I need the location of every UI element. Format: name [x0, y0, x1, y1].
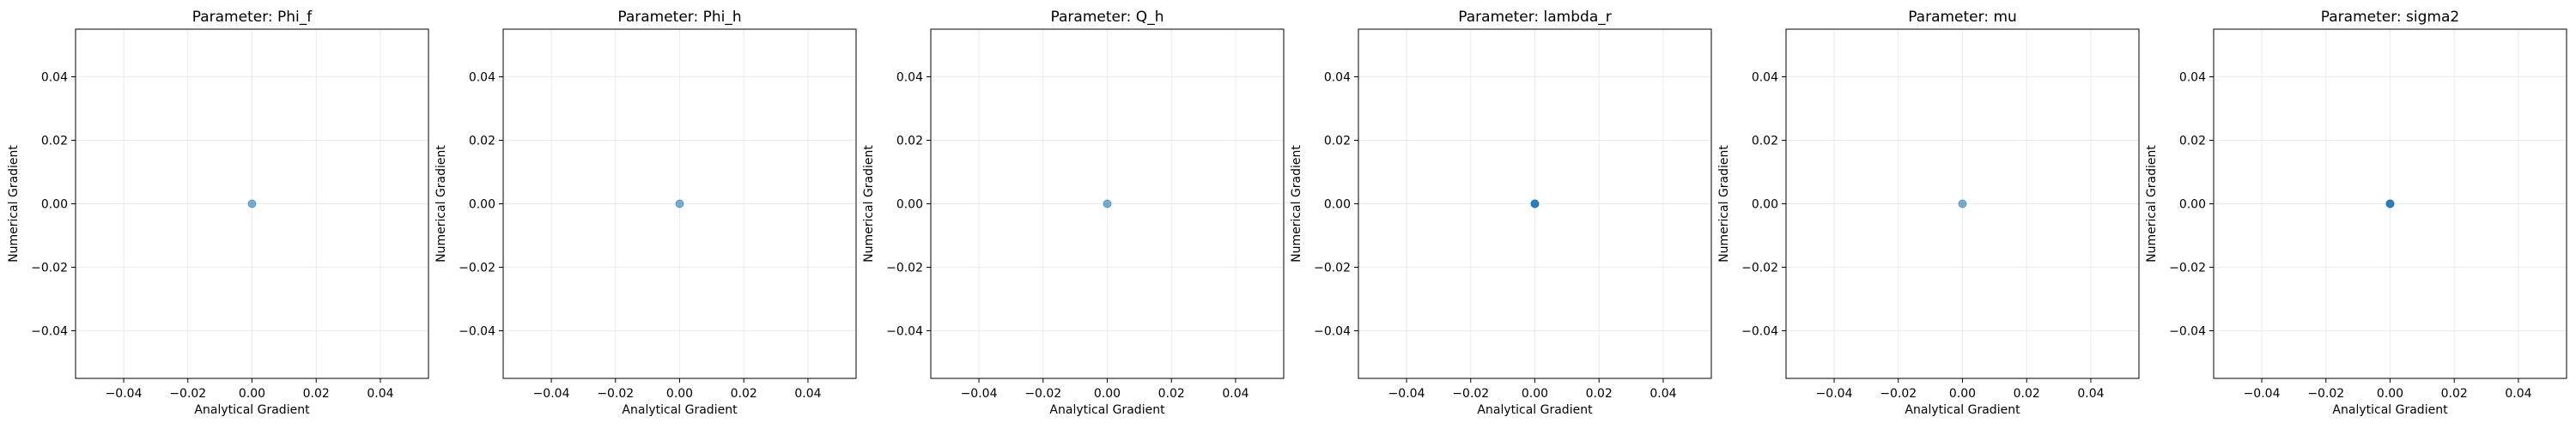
- subplot-title: Parameter: Q_h: [1051, 9, 1164, 26]
- subplot-title: Parameter: lambda_r: [1458, 9, 1611, 26]
- x-axis-label: Analytical Gradient: [2332, 403, 2448, 417]
- subplot-1: −0.04 −0.02 0.00 0.02 0.04 −0.04 −0.02 0.00 0.02…: [7, 9, 429, 417]
- y-tick-label: 0.02: [1752, 135, 1778, 148]
- subplot-title: Parameter: sigma2: [2321, 9, 2459, 26]
- y-tick-label: 0.02: [896, 135, 923, 148]
- x-tick-label: 0.04: [794, 387, 821, 401]
- x-tick-label: −0.04: [961, 387, 998, 401]
- y-tick-label: 0.00: [1324, 198, 1351, 212]
- x-tick-label: −0.02: [1880, 387, 1917, 401]
- data-point: [675, 199, 684, 208]
- y-tick-label: 0.04: [896, 71, 923, 85]
- axes-frame: [2213, 28, 2567, 379]
- y-tick-label: 0.02: [1324, 135, 1351, 148]
- y-tick-label: −0.04: [1314, 325, 1351, 339]
- subplot-2: −0.04 −0.02 0.00 0.02 0.04 −0.04 −0.02 0.00 0.02…: [434, 9, 857, 417]
- y-tick-label: 0.04: [2179, 71, 2206, 85]
- x-tick-label: 0.00: [1949, 387, 1976, 401]
- x-tick-label: 0.00: [1094, 387, 1121, 401]
- y-tick-label: 0.04: [1752, 71, 1778, 85]
- y-tick-label: 0.00: [896, 198, 923, 212]
- data-point: [2385, 199, 2395, 208]
- x-tick-label: −0.02: [1024, 387, 1061, 401]
- y-tick-label: 0.04: [469, 71, 495, 85]
- x-tick-label: 0.02: [731, 387, 757, 401]
- y-tick-label: 0.02: [469, 135, 495, 148]
- x-tick-label: 0.00: [666, 387, 693, 401]
- axes-frame: [75, 28, 429, 379]
- x-tick-label: −0.04: [533, 387, 570, 401]
- y-tick-label: −0.04: [31, 325, 68, 339]
- subplot-4: −0.04 −0.02 0.00 0.02 0.04 −0.04 −0.02 0.00 0.02…: [1290, 9, 1712, 417]
- y-axis-label: Numerical Gradient: [2145, 145, 2159, 263]
- data-point: [1103, 199, 1112, 208]
- y-tick-label: 0.02: [2179, 135, 2206, 148]
- y-axis-label: Numerical Gradient: [7, 145, 21, 263]
- x-tick-label: −0.02: [1452, 387, 1489, 401]
- y-axis-label: Numerical Gradient: [434, 145, 448, 263]
- x-tick-label: 0.02: [1158, 387, 1185, 401]
- subplot-3: −0.04 −0.02 0.00 0.02 0.04 −0.04 −0.02 0.00 0.02…: [862, 9, 1285, 417]
- x-axis-label: Analytical Gradient: [194, 403, 310, 417]
- x-tick-label: 0.02: [303, 387, 330, 401]
- data-point: [1530, 199, 1540, 208]
- y-axis-label: Numerical Gradient: [1717, 145, 1731, 263]
- x-tick-label: 0.00: [1522, 387, 1548, 401]
- y-tick-label: −0.02: [886, 262, 923, 275]
- x-tick-label: −0.04: [106, 387, 143, 401]
- axes-frame: [1358, 28, 1712, 379]
- x-axis-label: Analytical Gradient: [1477, 403, 1593, 417]
- y-tick-label: 0.00: [1752, 198, 1778, 212]
- y-tick-label: 0.00: [2179, 198, 2206, 212]
- y-tick-label: −0.02: [1741, 262, 1778, 275]
- x-tick-label: 0.00: [2377, 387, 2403, 401]
- subplot-title: Parameter: Phi_h: [617, 9, 741, 26]
- x-tick-label: −0.04: [2244, 387, 2281, 401]
- y-tick-label: 0.00: [41, 198, 68, 212]
- y-tick-label: −0.02: [1314, 262, 1351, 275]
- x-tick-label: 0.02: [2441, 387, 2468, 401]
- x-axis-label: Analytical Gradient: [1049, 403, 1165, 417]
- subplot-6: −0.04 −0.02 0.00 0.02 0.04 −0.04 −0.02 0.00 0.02…: [2145, 9, 2567, 417]
- subplot-title: Parameter: Phi_f: [192, 9, 313, 26]
- data-point: [247, 199, 257, 208]
- x-axis-label: Analytical Gradient: [622, 403, 738, 417]
- x-tick-label: 0.04: [1222, 387, 1249, 401]
- data-point: [1958, 199, 1967, 208]
- y-tick-label: 0.00: [469, 198, 495, 212]
- x-tick-label: 0.04: [367, 387, 393, 401]
- x-tick-label: 0.04: [1649, 387, 1676, 401]
- x-tick-label: −0.02: [597, 387, 634, 401]
- x-tick-label: −0.02: [2307, 387, 2344, 401]
- axes-frame: [930, 28, 1285, 379]
- axes-frame: [502, 28, 857, 379]
- x-tick-label: 0.00: [239, 387, 265, 401]
- x-axis-label: Analytical Gradient: [1905, 403, 2020, 417]
- x-tick-label: −0.04: [1816, 387, 1853, 401]
- x-tick-label: 0.02: [1586, 387, 1613, 401]
- y-tick-label: 0.04: [1324, 71, 1351, 85]
- y-axis-label: Numerical Gradient: [862, 145, 876, 263]
- x-tick-label: 0.04: [2505, 387, 2531, 401]
- y-tick-label: −0.02: [459, 262, 495, 275]
- y-tick-label: 0.04: [41, 71, 68, 85]
- subplot-5: −0.04 −0.02 0.00 0.02 0.04 −0.04 −0.02 0.00 0.02…: [1717, 9, 2140, 417]
- x-tick-label: 0.02: [2014, 387, 2040, 401]
- x-tick-label: −0.02: [169, 387, 206, 401]
- y-tick-label: −0.04: [1741, 325, 1778, 339]
- x-tick-label: 0.04: [2077, 387, 2104, 401]
- y-tick-label: 0.02: [41, 135, 68, 148]
- y-axis-label: Numerical Gradient: [1290, 145, 1303, 263]
- y-tick-label: −0.04: [2169, 325, 2206, 339]
- subplot-title: Parameter: mu: [1908, 9, 2017, 26]
- y-tick-label: −0.02: [2169, 262, 2206, 275]
- x-tick-label: −0.04: [1388, 387, 1425, 401]
- axes-frame: [1785, 28, 2140, 379]
- y-tick-label: −0.02: [31, 262, 68, 275]
- y-tick-label: −0.04: [459, 325, 495, 339]
- y-tick-label: −0.04: [886, 325, 923, 339]
